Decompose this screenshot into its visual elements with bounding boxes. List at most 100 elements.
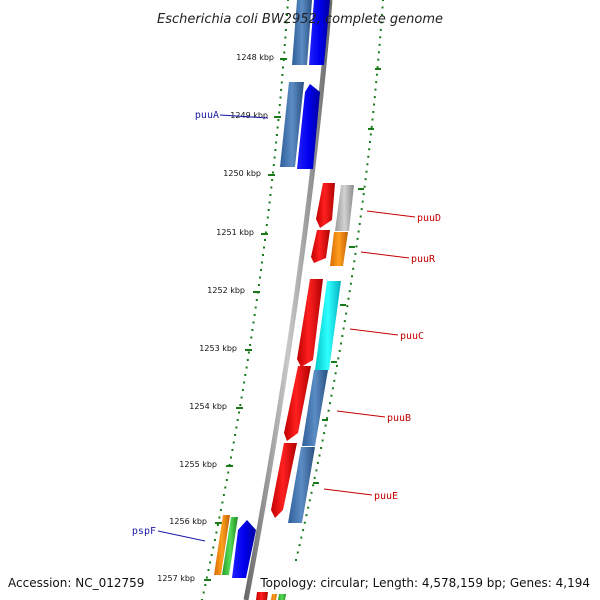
gene-label-puuA: puuA: [195, 110, 219, 121]
gene-label-pspF: pspF: [132, 526, 156, 537]
guide-dot: [202, 591, 205, 594]
guide-dot: [316, 461, 319, 464]
guide-dot: [238, 411, 240, 414]
guide-dot: [342, 327, 345, 330]
guide-dot: [318, 454, 321, 457]
guide-dot: [371, 118, 374, 121]
guide-dot: [272, 171, 274, 174]
guide-dot: [284, 29, 287, 31]
leader-puuB: [336, 410, 386, 418]
guide-dot: [341, 335, 344, 337]
guide-dot: [266, 216, 269, 219]
guide-dot: [324, 424, 327, 427]
guide-dot: [340, 342, 342, 345]
guide-dot: [333, 379, 336, 382]
gene-green-pspF: [222, 517, 238, 575]
guide-dot: [347, 297, 350, 300]
guide-dot: [348, 290, 351, 293]
guide-dot: [276, 126, 279, 129]
guide-dot: [207, 569, 210, 571]
guide-dot: [373, 103, 375, 106]
tick-labels: 1248 kbp 1249 kbp 1250 kbp 1251 kbp 1252…: [157, 53, 274, 583]
guide-dot: [374, 88, 377, 91]
guide-dot: [262, 254, 264, 256]
guide-dot: [268, 201, 271, 204]
leader-puuA: [219, 114, 269, 119]
gene-orange-puuR: [330, 232, 348, 266]
guide-dot: [222, 494, 225, 496]
guide-dot: [283, 51, 286, 54]
guide-dot: [376, 66, 379, 69]
gene-red-puuC: [297, 279, 323, 367]
gene-red-puuE: [271, 443, 297, 518]
guide-dot: [259, 276, 261, 279]
guide-dot: [357, 230, 360, 233]
tick-label: 1248 kbp: [236, 53, 274, 62]
guide-dot: [231, 449, 234, 451]
guide-dot: [253, 314, 256, 316]
gene-features: [214, 0, 354, 600]
guide-dot: [380, 21, 383, 24]
tick-label: 1256 kbp: [169, 517, 207, 526]
guide-dot: [275, 134, 278, 136]
gene-labels: puuA puuD puuR puuC puuB puuE pspF: [132, 110, 441, 537]
guide-dot: [263, 246, 265, 249]
guide-dot: [300, 536, 303, 539]
guide-dot: [377, 51, 380, 54]
leader-puuD: [366, 210, 416, 218]
guide-dot: [370, 125, 373, 128]
guide-dot: [280, 81, 283, 84]
guide-dot: [379, 36, 382, 39]
guide-dot: [273, 156, 276, 159]
guide-dot: [298, 544, 301, 547]
guide-dot: [359, 215, 362, 218]
guide-dot: [287, 0, 289, 1]
guide-dot: [377, 58, 380, 61]
guide-dot: [330, 394, 333, 397]
guide-dot: [369, 133, 372, 136]
guide-dot: [295, 559, 297, 561]
guide-dot: [363, 185, 366, 188]
guide-dot: [327, 409, 330, 412]
guide-dot: [382, 0, 384, 1]
guide-dot: [265, 224, 268, 226]
guide-dot: [366, 163, 369, 166]
tick-label: 1254 kbp: [189, 402, 227, 411]
guide-dot: [364, 178, 367, 181]
gene-green-bottom: [278, 594, 286, 600]
gene-grey-puuD: [335, 185, 354, 231]
guide-dot: [380, 13, 383, 16]
guide-dot: [379, 28, 382, 31]
guide-dot: [312, 484, 315, 487]
guide-dot: [345, 312, 348, 315]
guide-dot: [225, 479, 228, 481]
guide-dot: [260, 269, 262, 271]
guide-dot: [286, 6, 289, 9]
guide-dot: [358, 223, 361, 225]
guide-dot: [271, 179, 274, 181]
guide-dot: [285, 21, 288, 24]
guide-dot: [244, 374, 247, 376]
guide-dot: [315, 469, 318, 472]
guide-dot: [329, 402, 331, 405]
guide-dot: [245, 366, 248, 369]
guide-dot: [212, 546, 215, 549]
guide-dot: [343, 320, 346, 323]
guide-dot: [362, 193, 365, 196]
guide-dot: [361, 200, 364, 203]
guide-dot: [308, 499, 311, 502]
guide-dot: [305, 514, 308, 517]
accession-text: Accession: NC_012759: [8, 576, 144, 590]
guide-dot: [303, 521, 306, 524]
gene-orange-pspF: [214, 515, 230, 575]
guide-dot: [302, 529, 305, 532]
guide-dot: [205, 576, 208, 579]
guide-dots: [201, 0, 384, 600]
guide-dot: [326, 417, 329, 420]
gene-orange-bottom: [271, 594, 277, 600]
guide-dot: [320, 447, 323, 449]
guide-dot: [275, 141, 278, 144]
gene-red-puuR: [311, 230, 330, 263]
guide-dot: [236, 419, 239, 421]
label-leaders: [157, 114, 416, 542]
